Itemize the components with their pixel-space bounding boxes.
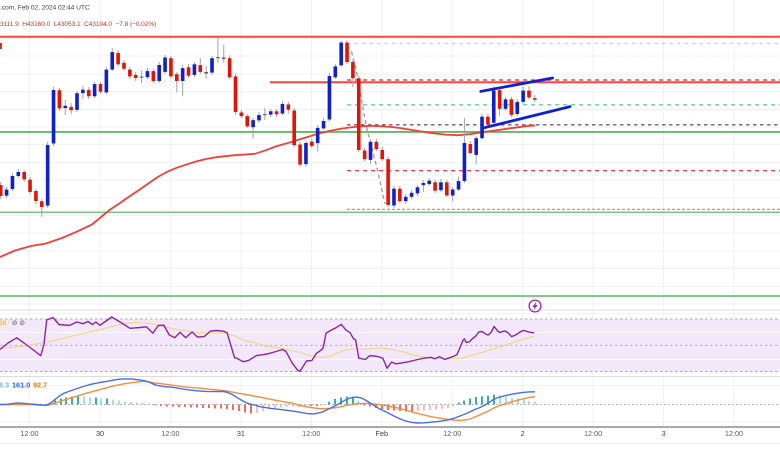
svg-text:2: 2 bbox=[521, 429, 525, 438]
svg-text:30: 30 bbox=[96, 429, 104, 438]
svg-text:12:00: 12:00 bbox=[302, 429, 320, 438]
svg-text:3: 3 bbox=[662, 429, 666, 438]
svg-text:3111.9 H43160.0 L43053.1 C4: 3111.9 H43160.0 L43053.1 C43104.0 −7.8 (… bbox=[0, 21, 156, 28]
svg-text:.com, Feb 02, 2024 02:44 UTC: .com, Feb 02, 2024 02:44 UTC bbox=[0, 5, 90, 12]
svg-text:12:00: 12:00 bbox=[161, 429, 179, 438]
svg-text:12:00: 12:00 bbox=[443, 429, 461, 438]
svg-text:12:00: 12:00 bbox=[20, 429, 38, 438]
svg-text:Feb: Feb bbox=[376, 429, 389, 438]
svg-text:38: 38 bbox=[0, 320, 7, 327]
svg-text:12:00: 12:00 bbox=[584, 429, 602, 438]
svg-text:161.0: 161.0 bbox=[12, 381, 30, 390]
svg-text:12:00: 12:00 bbox=[725, 429, 743, 438]
svg-text:8.3: 8.3 bbox=[0, 381, 9, 390]
svg-text:92.7: 92.7 bbox=[33, 381, 47, 390]
svg-text:31: 31 bbox=[237, 429, 245, 438]
